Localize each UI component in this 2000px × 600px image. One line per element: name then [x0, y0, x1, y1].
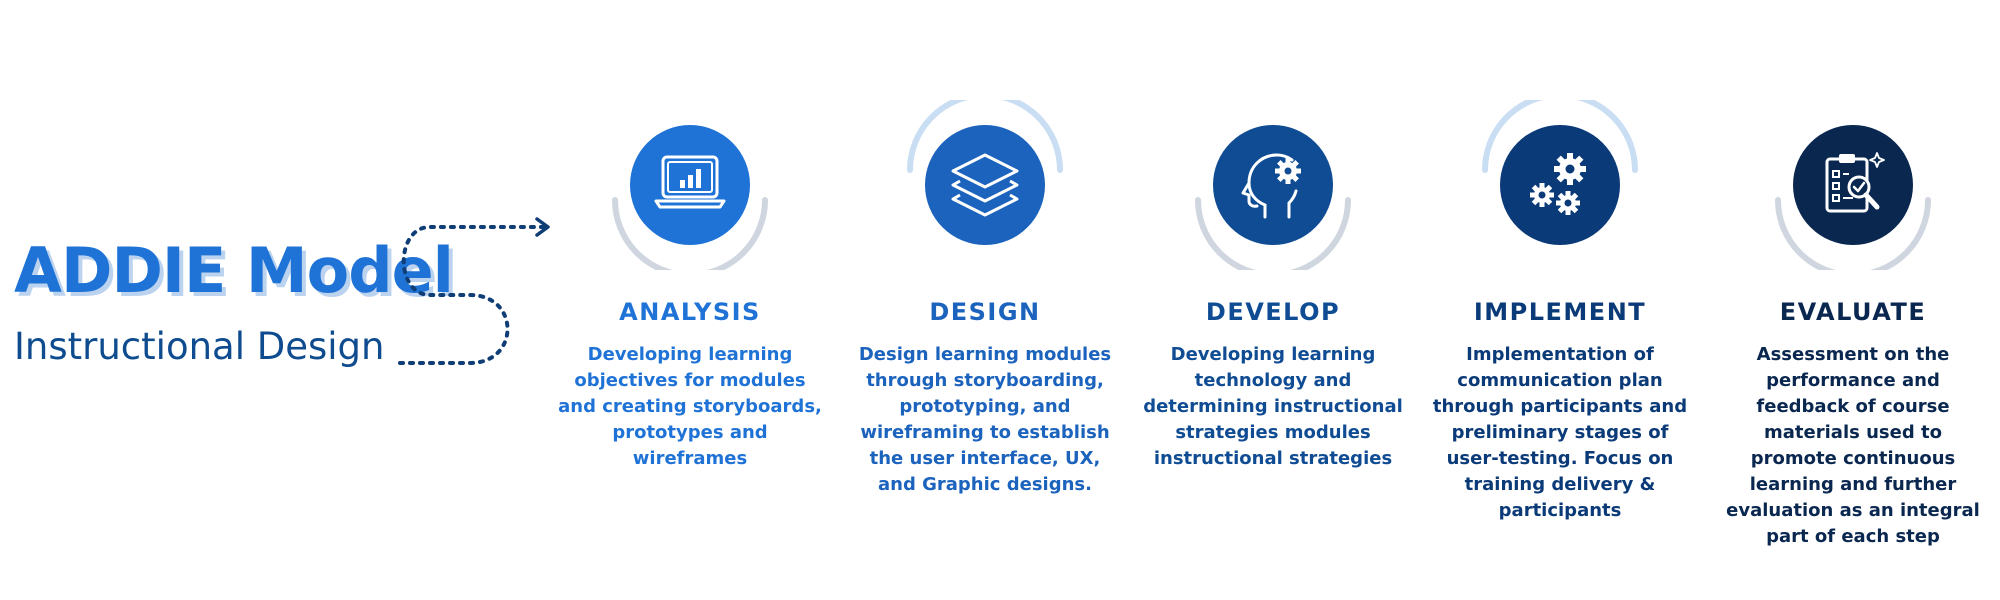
step-icon-circle: [1500, 125, 1620, 245]
arrowhead-icon: [535, 217, 550, 237]
step-title: DEVELOP: [1205, 298, 1341, 326]
step-description: Implementation of communication plan thr…: [1432, 344, 1688, 521]
clipboard-magnifier-icon: [1825, 152, 1885, 213]
step-description: Developing learning objectives for modul…: [558, 344, 822, 469]
step-title: EVALUATE: [1779, 298, 1927, 326]
step-icon-circle: [925, 125, 1045, 245]
ring-arc: [1482, 100, 1638, 173]
step-develop: DEVELOP Developing learning technology a…: [1138, 100, 1408, 472]
diagram-title: ADDIE Model: [14, 234, 454, 307]
dotted-connector-path: [398, 225, 547, 365]
step-icon-ring: [900, 100, 1070, 270]
step-icon-ring: [1188, 100, 1358, 270]
head-gear-icon: [1241, 153, 1301, 219]
step-description: Design learning modules through storyboa…: [858, 344, 1112, 495]
step-icon-ring: [1768, 100, 1938, 270]
step-analysis: ANALYSIS Developing learning objectives …: [555, 100, 825, 472]
laptop-chart-icon: [654, 155, 726, 209]
step-title: DESIGN: [929, 298, 1041, 326]
diagram-subtitle: Instructional Design: [14, 325, 385, 368]
ring-arc: [1195, 197, 1351, 270]
step-title: ANALYSIS: [619, 298, 761, 326]
layers-icon: [951, 153, 1019, 217]
step-description: Assessment on the performance and feedba…: [1726, 344, 1980, 547]
step-icon-circle: [1213, 125, 1333, 245]
ring-arc: [907, 100, 1063, 173]
step-implement: IMPLEMENT Implementation of communicatio…: [1425, 100, 1695, 524]
step-icon-circle: [1793, 125, 1913, 245]
step-title: IMPLEMENT: [1473, 298, 1647, 326]
step-evaluate: EVALUATE Assessment on the performance a…: [1718, 100, 1988, 550]
step-design: DESIGN Design learning modules through s…: [850, 100, 1120, 498]
ring-arc: [612, 197, 768, 270]
step-icon-circle: [630, 125, 750, 245]
step-icon-ring: [605, 100, 775, 270]
ring-arc: [1775, 197, 1931, 270]
gears-icon: [1530, 153, 1586, 215]
step-icon-ring: [1475, 100, 1645, 270]
step-description: Developing learning technology and deter…: [1143, 344, 1403, 469]
